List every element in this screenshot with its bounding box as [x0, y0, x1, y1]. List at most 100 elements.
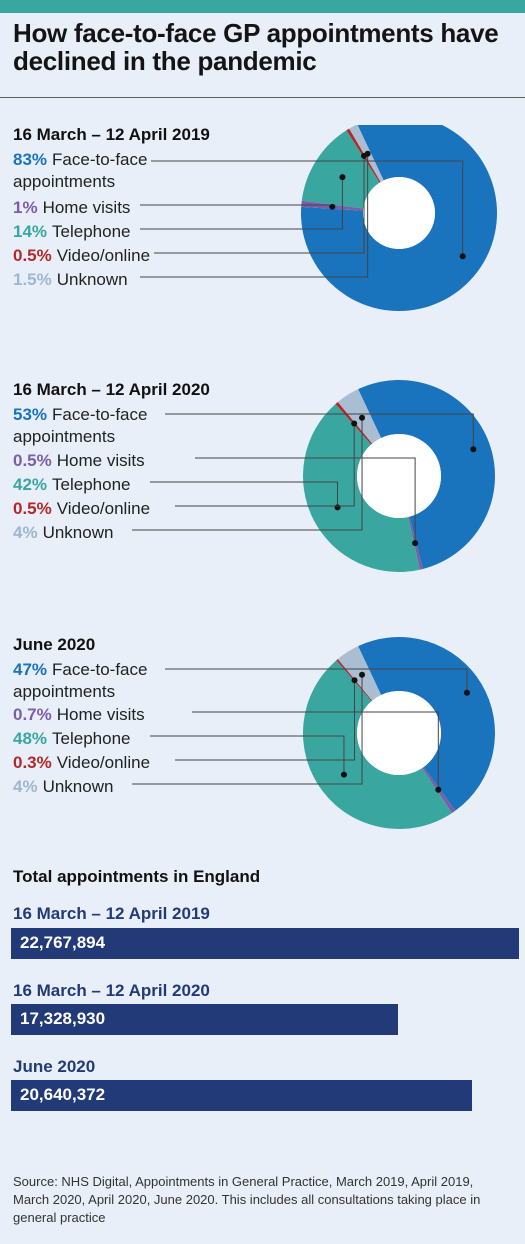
text-unknown: Unknown	[42, 777, 114, 796]
text-face-line1: Face-to-face	[52, 660, 148, 679]
leader-dot-telephone	[334, 504, 341, 511]
bar-label-2019: 16 March – 12 April 2019	[13, 904, 210, 923]
leader-dot-telephone	[339, 174, 346, 181]
leader-line-unknown	[140, 153, 369, 278]
period-title: June 2020	[13, 635, 96, 654]
leader-line-face-to-face	[140, 160, 464, 257]
label-home-visits: 1% Home visits	[13, 197, 135, 219]
donut-chart-june-2020: June 2020 47% Face-to-face appointments 0…	[0, 635, 525, 865]
text-face-line1: Face-to-face	[52, 405, 148, 424]
text-home: Home visits	[56, 451, 145, 470]
pct-home-visits: 0.7%	[13, 705, 52, 724]
text-home: Home visits	[42, 198, 131, 217]
text-telephone: Telephone	[52, 729, 131, 748]
bar-value-2020: 17,328,930	[20, 1009, 106, 1028]
leader-line-home-visits	[195, 457, 416, 544]
label-face-to-face: 83% Face-to-face appointments	[13, 149, 152, 193]
leader-dot-home-visits	[435, 786, 442, 793]
text-face-line1: Face-to-face	[52, 150, 148, 169]
leader-line-telephone	[150, 735, 345, 775]
period-title: 16 March – 12 April 2020	[13, 380, 210, 399]
bar-label-june-2020: June 2020	[13, 1057, 96, 1076]
pct-video-online: 0.5%	[13, 499, 52, 518]
pct-face-to-face: 83%	[13, 150, 48, 169]
bar-june-2020: 20,640,372	[11, 1080, 472, 1111]
pct-video-online: 0.3%	[13, 753, 52, 772]
pct-unknown: 4%	[13, 777, 38, 796]
bar-2019: 22,767,894	[11, 928, 519, 959]
chart-title: How face-to-face GP appointments have de…	[13, 18, 499, 76]
leader-dot-face-to-face	[459, 253, 466, 260]
leader-line-video-online	[175, 423, 355, 507]
leader-dot-home-visits	[412, 540, 419, 547]
bar-2020: 17,328,930	[11, 1004, 398, 1035]
label-video-online: 0.3% Video/online	[13, 752, 155, 774]
top-accent-bar	[0, 0, 525, 13]
text-video: Video/online	[56, 499, 151, 518]
donut-svg	[132, 636, 496, 830]
donut-hole	[357, 691, 441, 775]
label-home-visits: 0.5% Home visits	[13, 450, 149, 472]
pct-face-to-face: 53%	[13, 405, 48, 424]
leader-dot-unknown	[359, 414, 366, 421]
text-face-line2: appointments	[13, 682, 116, 701]
label-telephone: 42% Telephone	[13, 474, 135, 496]
leader-line-face-to-face	[165, 413, 474, 450]
label-unknown: 4% Unknown	[13, 776, 118, 798]
leader-line-face-to-face	[165, 668, 468, 693]
text-face-line2: appointments	[13, 172, 116, 191]
label-face-to-face: 47% Face-to-face appointments	[13, 659, 152, 703]
label-home-visits: 0.7% Home visits	[13, 704, 149, 726]
pct-telephone: 14%	[13, 222, 48, 241]
pct-telephone: 42%	[13, 475, 48, 494]
pct-video-online: 0.5%	[13, 246, 52, 265]
leader-line-unknown	[132, 674, 363, 785]
label-unknown: 4% Unknown	[13, 522, 118, 544]
leader-line-telephone	[150, 481, 339, 508]
text-unknown: Unknown	[56, 270, 128, 289]
donut-hole	[363, 177, 435, 249]
leader-line-telephone	[140, 177, 343, 230]
pct-face-to-face: 47%	[13, 660, 48, 679]
title-divider	[0, 97, 525, 98]
leader-dot-face-to-face	[463, 689, 470, 696]
label-face-to-face: 53% Face-to-face appointments	[13, 404, 152, 448]
donut-chart-2019: 16 March – 12 April 2019 83% Face-to-face…	[0, 125, 525, 355]
label-video-online: 0.5% Video/online	[13, 498, 155, 520]
donut-svg	[140, 125, 497, 311]
source-note: Source: NHS Digital, Appointments in Gen…	[13, 1174, 481, 1225]
period-title: 16 March – 12 April 2019	[13, 125, 210, 144]
text-unknown: Unknown	[42, 523, 114, 542]
leader-dot-unknown	[359, 671, 366, 678]
donut-segment-telephone	[302, 660, 452, 830]
leader-dot-telephone	[340, 771, 347, 778]
text-face-line2: appointments	[13, 427, 116, 446]
donut-segment-face-to-face	[358, 636, 496, 811]
bar-label-2020: 16 March – 12 April 2020	[13, 981, 210, 1000]
label-video-online: 0.5% Video/online	[13, 245, 155, 267]
totals-title: Total appointments in England	[13, 867, 261, 886]
leader-dot-video-online	[351, 420, 358, 427]
pct-home-visits: 1%	[13, 198, 38, 217]
leader-line-video-online	[146, 155, 365, 254]
text-home: Home visits	[56, 705, 145, 724]
pct-unknown: 4%	[13, 523, 38, 542]
pct-telephone: 48%	[13, 729, 48, 748]
donut-segment-telephone	[301, 130, 380, 209]
text-video: Video/online	[56, 246, 151, 265]
label-telephone: 14% Telephone	[13, 221, 135, 243]
text-telephone: Telephone	[52, 475, 131, 494]
donut-segment-face-to-face	[301, 125, 497, 311]
leader-dot-video-online	[351, 677, 358, 684]
leader-line-video-online	[175, 680, 356, 761]
leader-dot-home-visits	[329, 203, 336, 210]
leader-dot-unknown	[364, 150, 371, 157]
text-video: Video/online	[56, 753, 151, 772]
leader-line-home-visits	[192, 711, 439, 790]
leader-line-unknown	[132, 417, 363, 531]
label-unknown: 1.5% Unknown	[13, 269, 132, 291]
donut-chart-2020-march-april: 16 March – 12 April 2020 53% Face-to-face…	[0, 380, 525, 610]
bar-value-june-2020: 20,640,372	[20, 1085, 106, 1104]
pct-unknown: 1.5%	[13, 270, 52, 289]
label-telephone: 48% Telephone	[13, 728, 135, 750]
